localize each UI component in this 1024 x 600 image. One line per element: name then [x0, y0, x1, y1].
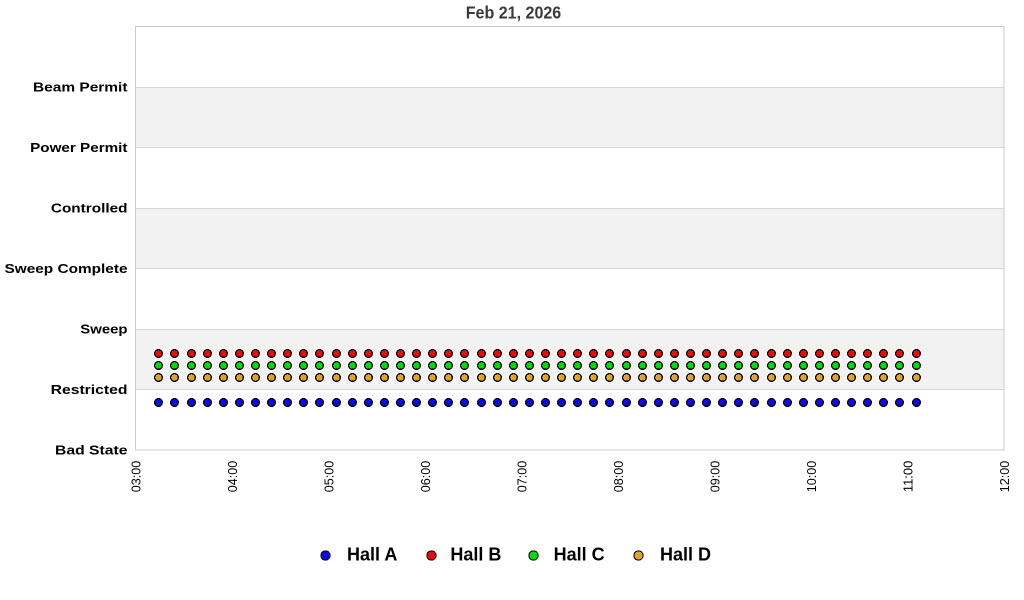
svg-text:11:00: 11:00	[902, 461, 916, 493]
svg-text:Sweep: Sweep	[80, 322, 127, 337]
svg-text:Hall B: Hall B	[450, 544, 501, 564]
svg-text:08:00: 08:00	[612, 461, 626, 493]
svg-text:07:00: 07:00	[516, 461, 530, 493]
svg-text:Feb 21, 2026: Feb 21, 2026	[466, 3, 562, 23]
svg-text:Controlled: Controlled	[51, 201, 128, 216]
svg-text:Beam Permit: Beam Permit	[33, 80, 128, 95]
svg-text:03:00: 03:00	[130, 461, 144, 493]
svg-text:09:00: 09:00	[709, 461, 723, 493]
svg-text:06:00: 06:00	[419, 461, 433, 493]
svg-text:Restricted: Restricted	[51, 382, 128, 397]
svg-text:Bad State: Bad State	[55, 443, 128, 458]
svg-text:Hall C: Hall C	[554, 544, 605, 564]
svg-text:Hall D: Hall D	[660, 544, 711, 564]
svg-text:05:00: 05:00	[323, 461, 337, 493]
svg-text:04:00: 04:00	[226, 461, 240, 493]
svg-text:Power Permit: Power Permit	[30, 140, 128, 155]
svg-text:12:00: 12:00	[998, 461, 1012, 493]
svg-text:10:00: 10:00	[805, 461, 819, 493]
svg-text:Sweep Complete: Sweep Complete	[5, 261, 128, 276]
svg-text:Hall A: Hall A	[347, 544, 397, 564]
